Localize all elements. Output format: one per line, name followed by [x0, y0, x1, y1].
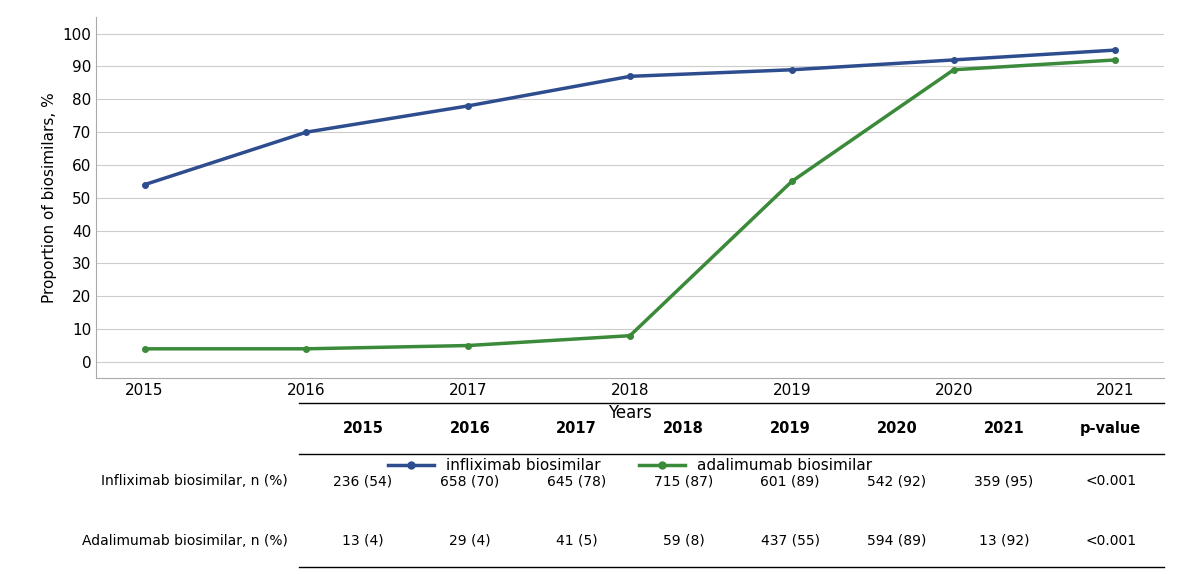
- Text: 2020: 2020: [877, 421, 917, 436]
- Text: <0.001: <0.001: [1085, 534, 1136, 547]
- Text: 2019: 2019: [770, 421, 810, 436]
- Legend: infliximab biosimilar, adalimumab biosimilar: infliximab biosimilar, adalimumab biosim…: [382, 452, 878, 479]
- Text: Infliximab biosimilar, n (%): Infliximab biosimilar, n (%): [102, 474, 288, 488]
- Text: 2015: 2015: [342, 421, 384, 436]
- Text: 13 (92): 13 (92): [978, 534, 1030, 547]
- Text: 437 (55): 437 (55): [761, 534, 820, 547]
- Text: 2017: 2017: [557, 421, 596, 436]
- Text: 41 (5): 41 (5): [556, 534, 598, 547]
- Text: 594 (89): 594 (89): [868, 534, 926, 547]
- Text: 359 (95): 359 (95): [974, 474, 1033, 488]
- Text: 59 (8): 59 (8): [662, 534, 704, 547]
- Y-axis label: Proportion of biosimilars, %: Proportion of biosimilars, %: [42, 93, 56, 303]
- X-axis label: Years: Years: [608, 404, 652, 422]
- Text: Adalimumab biosimilar, n (%): Adalimumab biosimilar, n (%): [83, 534, 288, 547]
- Text: <0.001: <0.001: [1085, 474, 1136, 488]
- Text: 715 (87): 715 (87): [654, 474, 713, 488]
- Text: 2016: 2016: [450, 421, 490, 436]
- Text: 658 (70): 658 (70): [440, 474, 499, 488]
- Text: 29 (4): 29 (4): [449, 534, 491, 547]
- Text: 645 (78): 645 (78): [547, 474, 606, 488]
- Text: 2021: 2021: [984, 421, 1024, 436]
- Text: 13 (4): 13 (4): [342, 534, 384, 547]
- Text: 601 (89): 601 (89): [761, 474, 820, 488]
- Text: 236 (54): 236 (54): [334, 474, 392, 488]
- Text: 2018: 2018: [662, 421, 704, 436]
- Text: 542 (92): 542 (92): [868, 474, 926, 488]
- Text: p-value: p-value: [1080, 421, 1141, 436]
